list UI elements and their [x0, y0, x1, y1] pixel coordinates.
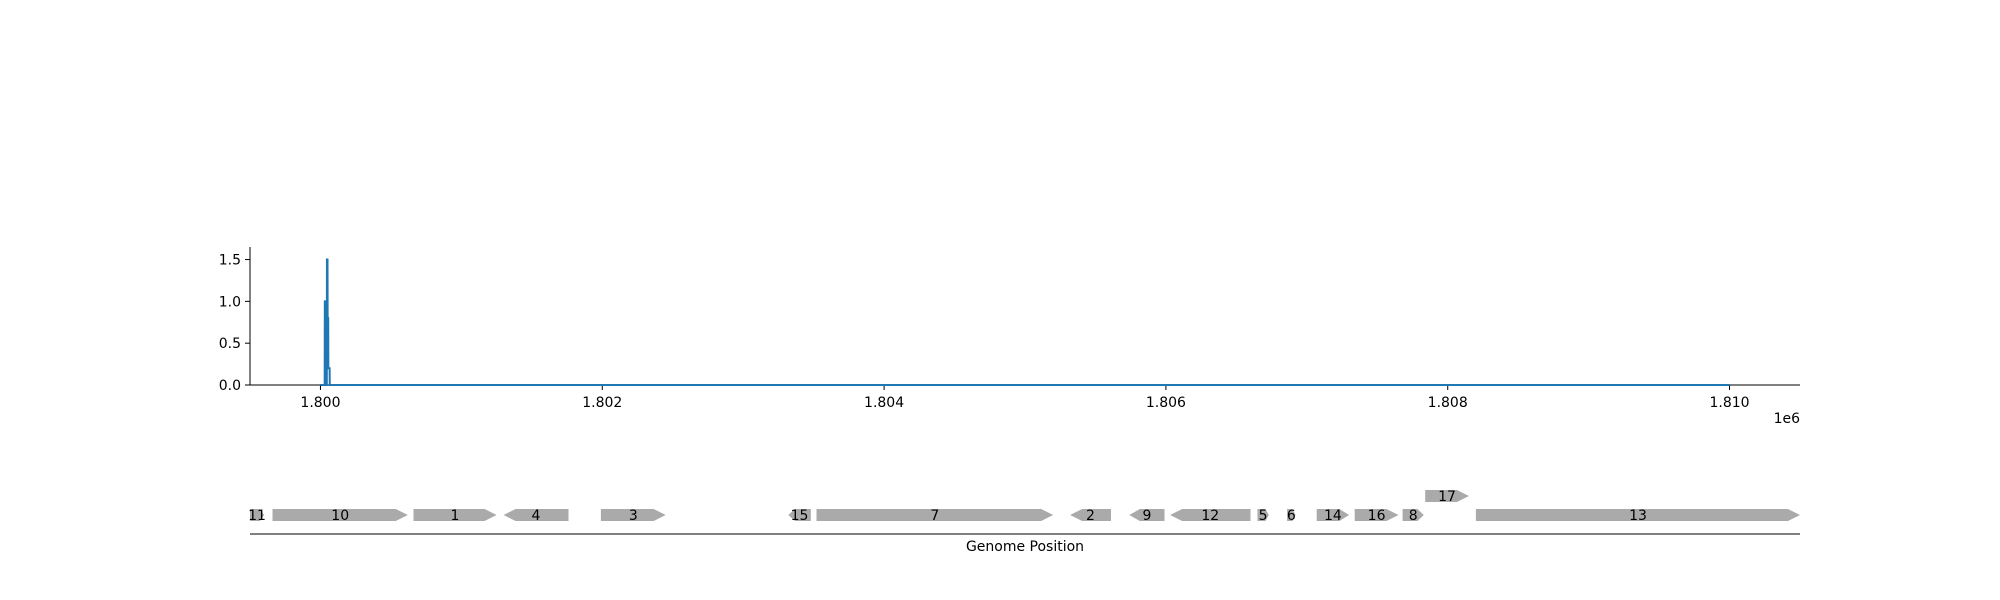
x-tick-label: 1.804: [864, 395, 904, 411]
gene-arrow: [250, 509, 265, 521]
gene-label: 3: [629, 508, 638, 524]
x-offset-label: 1e6: [1774, 411, 1801, 427]
gene-arrow: [503, 509, 569, 521]
gene-label: 6: [1287, 508, 1296, 524]
gene-arrow: [1354, 509, 1399, 521]
y-tick-label: 0.5: [219, 336, 241, 352]
gene-label: 7: [930, 508, 939, 524]
gene-label: 17: [1438, 489, 1456, 505]
gene-arrow: [1070, 509, 1111, 521]
gene-arrow: [1129, 509, 1165, 521]
coverage-plot: 1.800 1.802 1.804 1.806 1.808 1.810 1e6 0.0 0.5 1…: [219, 247, 1800, 427]
gene-label: 5: [1259, 508, 1268, 524]
gene-arrow: [600, 509, 666, 521]
gene-label: 8: [1409, 508, 1418, 524]
gene-arrow: [1402, 509, 1424, 521]
x-tick-label: 1.810: [1709, 395, 1749, 411]
gene-arrow: [1316, 509, 1350, 521]
gene-label: 4: [532, 508, 541, 524]
y-tick-label: 0.0: [219, 378, 241, 394]
x-tick-label: 1.808: [1428, 395, 1468, 411]
coverage-line: [320, 258, 1730, 386]
gene-arrow: [272, 509, 408, 521]
gene-label: 11: [248, 508, 266, 524]
gene-label: 13: [1629, 508, 1647, 524]
gene-label: 16: [1368, 508, 1386, 524]
gene-label: 10: [331, 508, 349, 524]
gene-label: 15: [791, 508, 809, 524]
x-tick-label: 1.802: [582, 395, 622, 411]
gene-arrow: [1287, 509, 1296, 521]
gene-arrow: [1257, 509, 1269, 521]
gene-label: 2: [1086, 508, 1095, 524]
gene-label: 9: [1142, 508, 1151, 524]
x-tick-label: 1.800: [300, 395, 340, 411]
gene-arrow: [816, 509, 1054, 521]
y-tick-label: 1.0: [219, 294, 241, 310]
gene-label: 1: [451, 508, 460, 524]
gene-arrow: [1425, 490, 1469, 502]
gene-arrow: [1170, 509, 1251, 521]
gene-arrow: [788, 509, 811, 521]
gene-arrow: [1475, 509, 1800, 521]
gene-label: 12: [1201, 508, 1219, 524]
gene-arrow: [413, 509, 497, 521]
gene-label: 14: [1324, 508, 1342, 524]
x-axis-label: Genome Position: [966, 539, 1084, 555]
y-tick-label: 1.5: [219, 253, 241, 269]
x-tick-label: 1.806: [1146, 395, 1186, 411]
